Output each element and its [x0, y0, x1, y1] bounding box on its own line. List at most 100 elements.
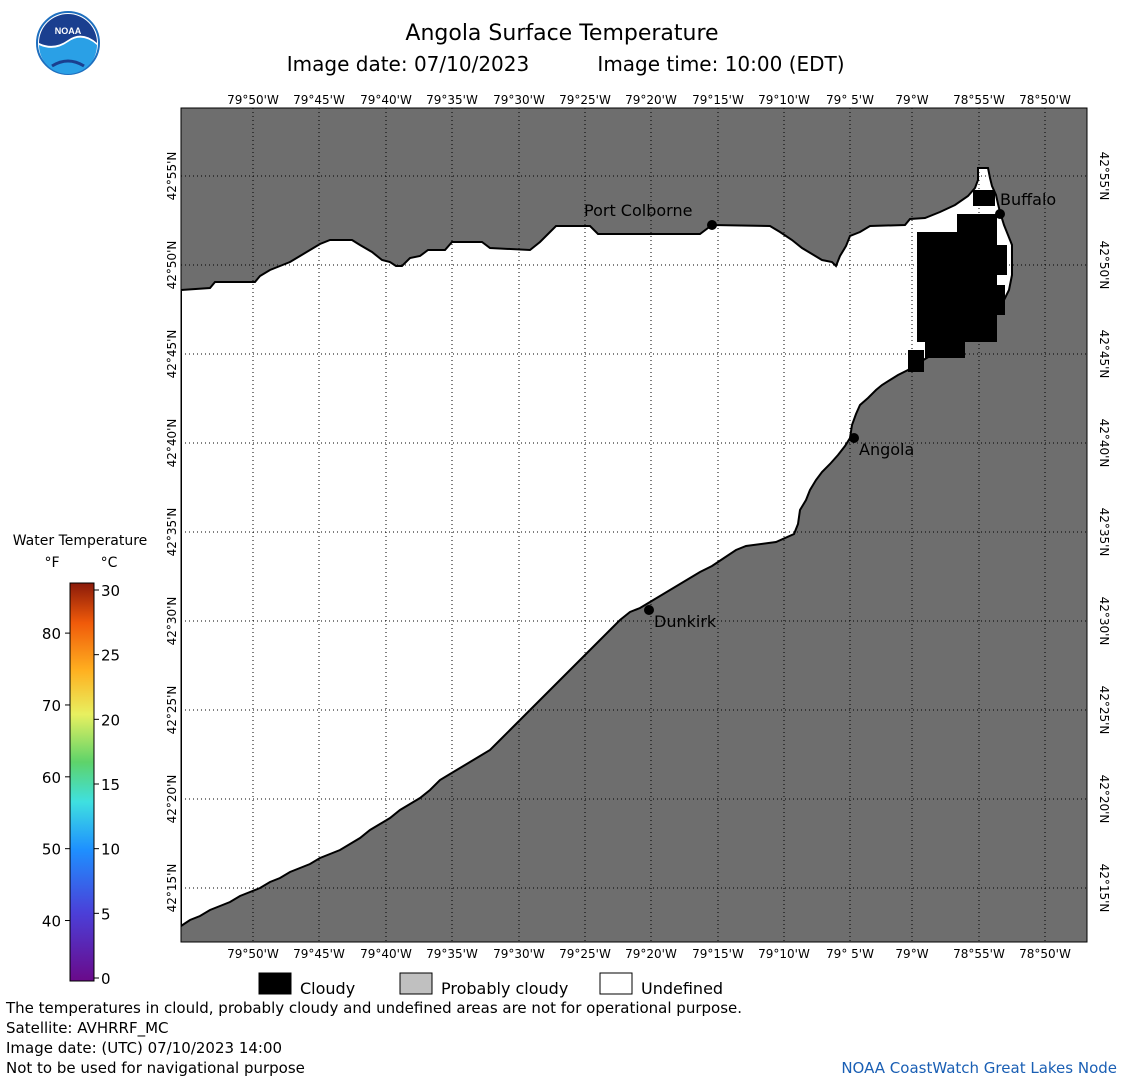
image-time: Image time: 10:00 (EDT): [597, 52, 844, 76]
lon-label-top: 79°W: [895, 93, 928, 107]
lat-label-left: 42°20'N: [165, 775, 179, 824]
footer-utc-date: Image date: (UTC) 07/10/2023 14:00: [6, 1039, 282, 1057]
colorbar-tick-c: 10: [101, 841, 120, 859]
temperature-colorbar: Water Temperature °F °C 3025201510508070…: [13, 533, 148, 988]
lon-label-bottom: 79°20'W: [625, 947, 677, 961]
lake-erie-water: [181, 167, 1013, 928]
footer-satellite: Satellite: AVHRRF_MC: [6, 1019, 169, 1038]
lat-label-left: 42°30'N: [165, 597, 179, 646]
latitude-labels-left: 42°55'N 42°50'N 42°45'N 42°40'N 42°35'N 42°30…: [165, 152, 179, 913]
lon-label-bottom: 78°55'W: [953, 947, 1005, 961]
colorbar-tick-f: 40: [42, 913, 61, 931]
lat-label-left: 42°35'N: [165, 508, 179, 557]
latitude-labels-right: 42°55'N 42°50'N 42°45'N 42°40'N 42°35'N 42°30…: [1097, 152, 1111, 913]
lon-label-bottom: 78°50'W: [1019, 947, 1071, 961]
lat-label-right: 42°15'N: [1097, 864, 1111, 913]
lat-label-right: 42°45'N: [1097, 330, 1111, 379]
lon-label-top: 79°35'W: [426, 93, 478, 107]
lon-label-bottom: 79°25'W: [559, 947, 611, 961]
city-buffalo[interactable]: Buffalo: [995, 190, 1056, 219]
cloud-cover: [908, 190, 1007, 372]
noaa-logo: NOAA: [36, 11, 100, 75]
lat-label-left: 42°55'N: [165, 152, 179, 201]
lon-label-bottom: 79°W: [895, 947, 928, 961]
lon-label-bottom: 79°15'W: [692, 947, 744, 961]
city-label: Angola: [859, 440, 914, 459]
colorbar-unit-c: °C: [101, 555, 118, 571]
city-label: Port Colborne: [584, 201, 692, 220]
lat-label-left: 42°45'N: [165, 330, 179, 379]
footer-navigation: Not to be used for navigational purpose: [6, 1059, 305, 1077]
colorbar-tick-c: 15: [101, 776, 120, 794]
legend-swatch-probably-cloudy: [399, 972, 433, 995]
colorbar-tick-c: 30: [101, 582, 120, 600]
lon-label-top: 79°20'W: [625, 93, 677, 107]
lon-label-top: 79°15'W: [692, 93, 744, 107]
colorbar-tick-f: 50: [42, 841, 61, 859]
colorbar-tick-c: 5: [101, 905, 111, 923]
footer-disclaimer: The temperatures in clould, probably clo…: [5, 999, 742, 1017]
lat-label-right: 42°30'N: [1097, 597, 1111, 646]
legend-swatch-undefined: [599, 972, 633, 995]
longitude-labels-bottom: 79°50'W 79°45'W 79°40'W 79°35'W 79°30'W 79°25…: [227, 947, 1071, 961]
lat-label-left: 42°25'N: [165, 686, 179, 735]
lon-label-bottom: 79°35'W: [426, 947, 478, 961]
lat-label-right: 42°40'N: [1097, 419, 1111, 468]
legend-label-probably-cloudy: Probably cloudy: [441, 979, 568, 998]
colorbar-tick-f: 80: [42, 625, 61, 643]
noaa-logo-text: NOAA: [55, 26, 82, 36]
lat-label-left: 42°50'N: [165, 241, 179, 290]
lon-label-top: 79°40'W: [360, 93, 412, 107]
lon-label-top: 78°55'W: [953, 93, 1005, 107]
city-marker: [995, 209, 1005, 219]
legend-swatch-cloudy: [258, 972, 292, 995]
lon-label-top: 79°10'W: [758, 93, 810, 107]
city-dunkirk[interactable]: Dunkirk: [644, 605, 717, 631]
colorbar-title: Water Temperature: [13, 533, 148, 549]
city-marker: [849, 433, 859, 443]
lon-label-bottom: 79°50'W: [227, 947, 279, 961]
colorbar-tick-f: 60: [42, 769, 61, 787]
longitude-labels-top: 79°50'W 79°45'W 79°40'W 79°35'W 79°30'W 79°25…: [227, 93, 1071, 107]
image-date: Image date: 07/10/2023: [287, 52, 529, 76]
lat-label-right: 42°20'N: [1097, 775, 1111, 824]
lon-label-bottom: 79° 5'W: [826, 947, 874, 961]
lon-label-top: 79°25'W: [559, 93, 611, 107]
lon-label-bottom: 79°40'W: [360, 947, 412, 961]
lat-label-left: 42°40'N: [165, 419, 179, 468]
colorbar-gradient: [69, 582, 95, 982]
city-marker: [707, 220, 717, 230]
map-frame: [180, 107, 1088, 943]
lon-label-top: 79° 5'W: [826, 93, 874, 107]
city-angola[interactable]: Angola: [849, 433, 914, 459]
city-label: Buffalo: [1000, 190, 1056, 209]
lat-label-right: 42°35'N: [1097, 508, 1111, 557]
city-marker: [644, 605, 654, 615]
lat-label-right: 42°25'N: [1097, 686, 1111, 735]
lat-label-right: 42°55'N: [1097, 152, 1111, 201]
cloud-legend: Cloudy Probably cloudy Undefined: [258, 972, 723, 998]
lon-label-bottom: 79°30'W: [493, 947, 545, 961]
lon-label-top: 79°45'W: [293, 93, 345, 107]
graticule: [181, 108, 1087, 942]
lon-label-top: 79°50'W: [227, 93, 279, 107]
page-title: Angola Surface Temperature: [405, 21, 718, 46]
colorbar-tick-c: 0: [101, 970, 111, 988]
colorbar-tick-c: 25: [101, 647, 120, 665]
footer-credit-link[interactable]: NOAA CoastWatch Great Lakes Node: [841, 1059, 1117, 1077]
city-label: Dunkirk: [654, 612, 717, 631]
legend-label-cloudy: Cloudy: [300, 979, 355, 998]
lon-label-bottom: 79°45'W: [293, 947, 345, 961]
lat-label-left: 42°15'N: [165, 864, 179, 913]
lon-label-bottom: 79°10'W: [758, 947, 810, 961]
colorbar-unit-f: °F: [44, 555, 59, 571]
legend-label-undefined: Undefined: [641, 979, 723, 998]
lon-label-top: 79°30'W: [493, 93, 545, 107]
lat-label-right: 42°50'N: [1097, 241, 1111, 290]
map-area[interactable]: [181, 108, 1087, 942]
lon-label-top: 78°50'W: [1019, 93, 1071, 107]
colorbar-tick-f: 70: [42, 697, 61, 715]
city-port-colborne[interactable]: Port Colborne: [584, 201, 717, 230]
